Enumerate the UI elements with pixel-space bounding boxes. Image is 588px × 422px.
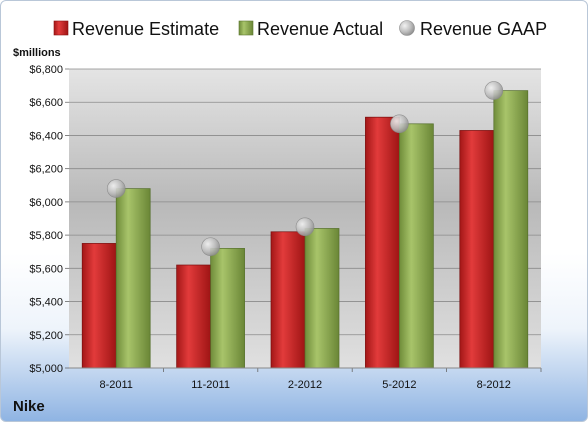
bar-revenue-estimate bbox=[176, 264, 211, 369]
y-tick-label: $5,000 bbox=[29, 363, 63, 375]
y-tick-label: $6,000 bbox=[29, 197, 63, 209]
bars bbox=[81, 90, 529, 369]
y-axis-label: $millions bbox=[13, 47, 61, 59]
gaap-markers bbox=[106, 81, 504, 257]
x-tick-label: 2-2012 bbox=[288, 379, 322, 391]
y-axis-ticks: $5,000 $5,200 $5,400 $5,600 $5,800 $6,000 $6,2… bbox=[29, 64, 69, 375]
revenue-chart: Revenue Estimate Revenue Actual Revenue … bbox=[13, 19, 547, 391]
y-tick-label: $6,400 bbox=[29, 130, 63, 142]
bar-revenue-estimate bbox=[459, 130, 495, 369]
bar-revenue-actual bbox=[115, 188, 151, 369]
bar-revenue-estimate bbox=[365, 116, 400, 369]
y-tick-label: $6,600 bbox=[29, 97, 63, 109]
marker-revenue-gaap bbox=[390, 114, 409, 134]
y-tick-label: $5,200 bbox=[29, 330, 63, 342]
legend-label-revenue-actual: Revenue Actual bbox=[257, 19, 383, 39]
bar-revenue-actual bbox=[210, 248, 245, 369]
marker-revenue-gaap bbox=[295, 217, 315, 237]
bar-revenue-actual bbox=[493, 90, 529, 369]
bar-revenue-estimate bbox=[81, 243, 117, 369]
marker-revenue-gaap bbox=[484, 81, 504, 100]
legend-marker-revenue-gaap bbox=[399, 20, 415, 36]
company-name: Nike bbox=[13, 398, 45, 415]
y-tick-label: $5,600 bbox=[29, 263, 63, 275]
legend-label-revenue-estimate: Revenue Estimate bbox=[72, 19, 219, 39]
x-tick-label: 11-2011 bbox=[191, 379, 230, 391]
x-tick-label: 8-2012 bbox=[477, 379, 511, 391]
y-tick-label: $6,200 bbox=[29, 164, 63, 176]
y-tick-label: $6,800 bbox=[29, 64, 63, 76]
legend: Revenue Estimate Revenue Actual Revenue … bbox=[53, 19, 547, 39]
x-axis-ticks: 8-2011 11-2011 2-2012 5-2012 8-2012 bbox=[99, 368, 542, 391]
legend-swatch-revenue-actual bbox=[238, 20, 254, 36]
marker-revenue-gaap bbox=[106, 179, 126, 198]
bar-revenue-actual bbox=[304, 228, 340, 369]
legend-label-revenue-gaap: Revenue GAAP bbox=[420, 19, 547, 39]
bar-revenue-actual bbox=[399, 123, 434, 369]
x-tick-label: 5-2012 bbox=[382, 379, 416, 391]
legend-swatch-revenue-estimate bbox=[53, 20, 69, 36]
y-tick-label: $5,800 bbox=[29, 230, 63, 242]
x-tick-label: 8-2011 bbox=[99, 379, 132, 391]
marker-revenue-gaap bbox=[201, 237, 220, 257]
y-tick-label: $5,400 bbox=[29, 297, 63, 309]
bar-revenue-estimate bbox=[270, 231, 306, 369]
